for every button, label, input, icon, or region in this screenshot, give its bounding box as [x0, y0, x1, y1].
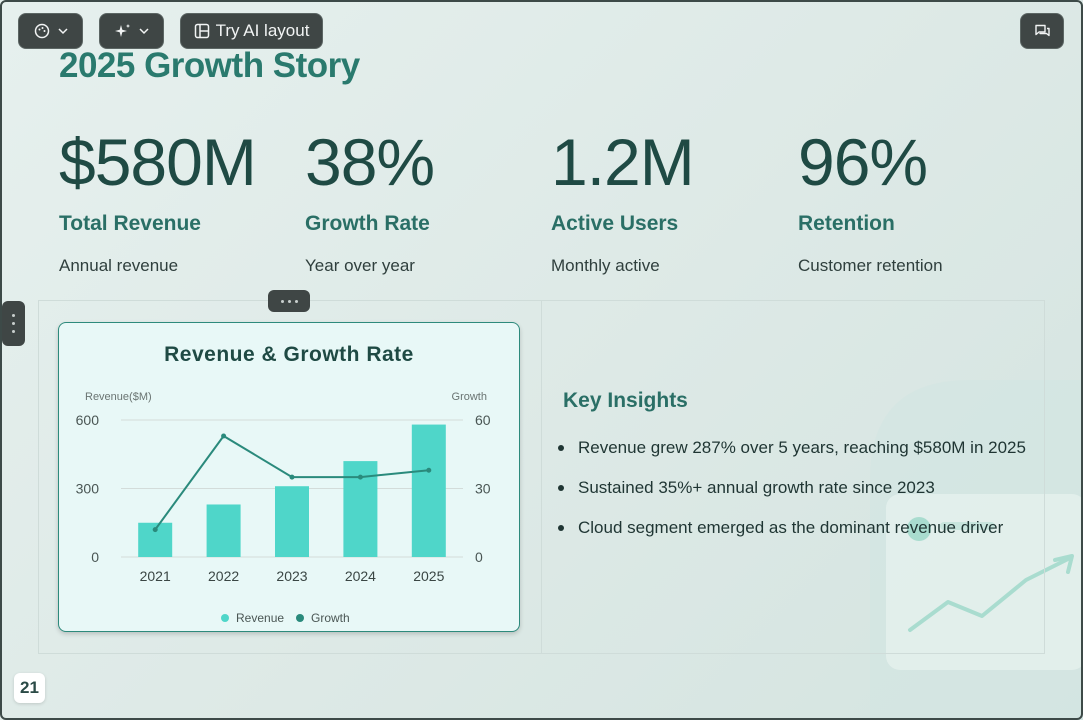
insight-item: Sustained 35%+ annual growth rate since …	[558, 476, 1033, 500]
legend-label-growth: Growth	[311, 611, 350, 625]
bar-revenue	[206, 504, 241, 557]
stat-description: Customer retention	[798, 256, 943, 275]
comment-button[interactable]	[1020, 13, 1064, 49]
comment-icon	[1034, 24, 1051, 39]
y-tick-label: 300	[76, 481, 100, 497]
stat-label: Growth Rate	[305, 212, 430, 235]
y-tick-label: 600	[76, 412, 100, 428]
point-growth	[357, 474, 363, 480]
theme-dropdown-button[interactable]	[18, 13, 83, 49]
try-ai-layout-button[interactable]: Try AI layout	[180, 13, 323, 49]
page-number: 21	[14, 673, 45, 703]
legend-marker-growth	[296, 614, 304, 622]
point-growth	[426, 467, 432, 473]
stat-description: Annual revenue	[59, 256, 179, 275]
chevron-down-icon	[57, 27, 68, 35]
bar-revenue	[411, 424, 446, 557]
x-tick-label: 2022	[208, 568, 239, 584]
palette-icon	[34, 23, 50, 39]
drag-handle-vertical[interactable]	[2, 301, 25, 346]
y2-tick-label: 0	[475, 549, 483, 565]
stat-label: Retention	[798, 212, 895, 235]
y2-tick-label: 30	[475, 481, 491, 497]
x-tick-label: 2025	[413, 568, 444, 584]
chevron-down-icon	[138, 27, 149, 35]
point-growth	[152, 527, 158, 533]
x-tick-label: 2024	[345, 568, 376, 584]
legend-marker-revenue	[221, 614, 229, 622]
stat-value: 1.2M	[551, 125, 695, 199]
layout-icon	[194, 23, 210, 39]
insight-item: Cloud segment emerged as the dominant re…	[558, 516, 1033, 540]
point-growth	[289, 474, 295, 480]
x-tick-label: 2021	[140, 568, 171, 584]
chart-title: Revenue & Growth Rate	[164, 343, 414, 366]
stat-label: Total Revenue	[59, 212, 201, 235]
y2-tick-label: 60	[475, 412, 491, 428]
stat-value: $580M	[59, 125, 257, 199]
stat-label: Active Users	[551, 212, 679, 235]
sparkle-icon	[114, 23, 131, 39]
stat-total-revenue: $580M Total Revenue Annual revenue	[59, 124, 299, 276]
stat-value: 96%	[798, 125, 928, 199]
stat-retention: 96% Retention Customer retention	[798, 124, 1038, 276]
y-tick-label: 0	[91, 549, 99, 565]
insight-item: Revenue grew 287% over 5 years, reaching…	[558, 436, 1033, 460]
bar-revenue	[275, 486, 309, 557]
y2-axis-label: Growth	[452, 391, 487, 403]
slide-title: 2025 Growth Story	[59, 46, 360, 85]
stat-active-users: 1.2M Active Users Monthly active	[551, 124, 791, 276]
stat-value: 38%	[305, 125, 435, 199]
stat-growth-rate: 38% Growth Rate Year over year	[305, 124, 545, 276]
column-divider	[541, 300, 542, 654]
stat-description: Year over year	[305, 256, 415, 275]
drag-handle-horizontal[interactable]	[268, 290, 310, 312]
y-axis-label: Revenue($M)	[85, 391, 152, 403]
insights-title: Key Insights	[563, 389, 688, 412]
try-ai-layout-label: Try AI layout	[215, 21, 310, 40]
x-tick-label: 2023	[276, 568, 307, 584]
stat-description: Monthly active	[551, 256, 660, 275]
chart-card: Revenue & Growth Rate 0 300 600 0 30 60 Revenu…	[58, 322, 520, 632]
legend-label-revenue: Revenue	[236, 611, 284, 625]
insights-list: Revenue grew 287% over 5 years, reaching…	[558, 436, 1033, 556]
ai-dropdown-button[interactable]	[99, 13, 164, 49]
point-growth	[221, 433, 227, 439]
revenue-growth-chart: 0 300 600 0 30 60 Revenue($M) Growth 2021 2022 202…	[76, 391, 491, 625]
